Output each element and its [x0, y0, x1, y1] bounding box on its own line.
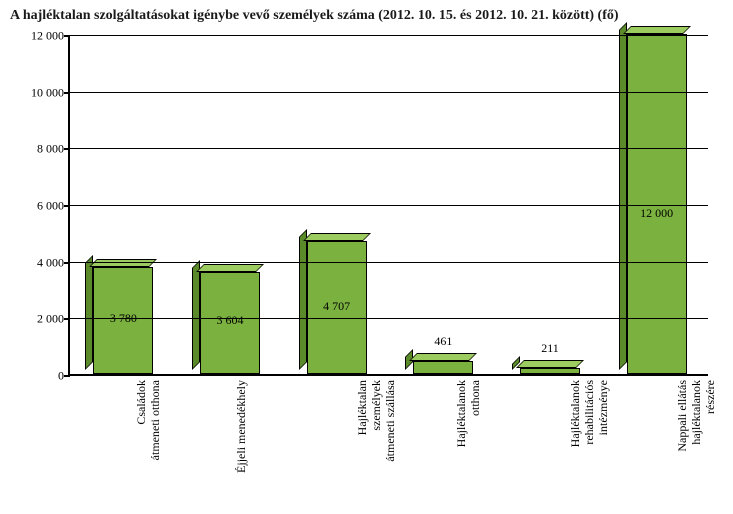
bar-top [409, 353, 477, 361]
bar-top [623, 26, 691, 34]
x-tick-label: Hajléktalanokrehabilitációsintézménye [569, 380, 610, 510]
bar-side [299, 229, 307, 370]
bar-front [520, 368, 580, 374]
y-tick-mark [64, 318, 70, 320]
y-tick-mark [64, 35, 70, 37]
bars-layer: 3 780 3 604 4 707 461 211 12 000 [70, 36, 708, 374]
bar-value-label: 3 780 [93, 311, 153, 326]
bar-front [627, 34, 687, 374]
bar-slot: 461 [413, 34, 473, 374]
bar-value-label: 211 [520, 341, 580, 356]
bar-slot: 3 604 [200, 34, 260, 374]
bar-value-label: 4 707 [307, 299, 367, 314]
x-axis-labels: Családokátmeneti otthona Éjjeli menedékhe… [68, 380, 708, 510]
y-tick-mark [64, 205, 70, 207]
x-tick-label: Éjjeli menedékhely [235, 380, 249, 510]
bar-side [619, 22, 627, 370]
y-tick-mark [64, 92, 70, 94]
plot-area: 3 7803 6044 70746121112 000 02 0004 0006… [68, 36, 708, 376]
y-tick-mark [64, 262, 70, 264]
x-tick-label: Családokátmeneti otthona [135, 380, 163, 510]
bar-top [89, 259, 157, 267]
bar-value-label: 12 000 [627, 206, 687, 221]
y-tick-mark [64, 375, 70, 377]
bar-value-label: 461 [413, 334, 473, 349]
bar-slot: 4 707 [307, 34, 367, 374]
bar-slot: 3 780 [93, 34, 153, 374]
bar-side [85, 255, 93, 370]
bar-top [196, 264, 264, 272]
bar-slot: 12 000 [627, 34, 687, 374]
bar-front [413, 361, 473, 374]
x-tick-label: Nappali ellátáshajléktalanokrészére [676, 380, 717, 510]
bar-top [303, 233, 371, 241]
x-tick-label: Hajléktalanszemélyekátmeneti szállása [356, 380, 397, 510]
bar-value-label: 3 604 [200, 313, 260, 328]
bar-slot: 211 [520, 34, 580, 374]
y-tick-mark [64, 148, 70, 150]
bar-top [516, 360, 584, 368]
chart: 3 7803 6044 70746121112 000 02 0004 0006… [10, 26, 723, 506]
bar-side [192, 260, 200, 370]
x-tick-label: Hajléktalanokotthona [455, 380, 483, 510]
chart-title: A hajléktalan szolgáltatásokat igénybe v… [0, 0, 733, 26]
